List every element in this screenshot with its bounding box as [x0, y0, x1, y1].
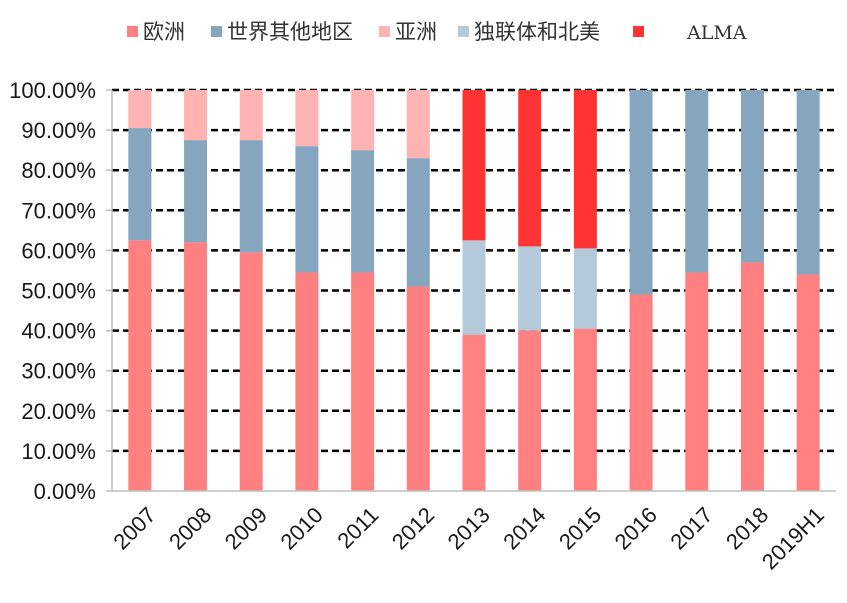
bar-segment	[239, 90, 263, 141]
bar-segment	[406, 286, 430, 491]
y-tick-label: 20.00%	[21, 399, 96, 424]
x-tick-label: 2019H1	[757, 502, 829, 574]
bar-segment	[295, 146, 319, 273]
bar-segment	[629, 294, 653, 491]
x-tick-label: 2016	[610, 502, 662, 554]
bar-segment	[685, 90, 709, 273]
bar-segment	[685, 272, 709, 491]
bar-segment	[406, 158, 430, 287]
bar-segment	[184, 242, 208, 491]
y-tick-label: 30.00%	[21, 359, 96, 384]
bar-segment	[573, 328, 597, 491]
x-tick-label: 2013	[443, 502, 495, 554]
bar-segment	[462, 334, 486, 491]
bar-segment	[351, 272, 375, 491]
legend-label: 世界其他地区	[227, 20, 353, 44]
x-tick-label: 2007	[108, 502, 160, 554]
bar-segment	[406, 90, 430, 159]
legend-swatch	[211, 26, 222, 37]
y-tick-label: 70.00%	[21, 198, 96, 223]
y-tick-label: 50.00%	[21, 279, 96, 304]
legend-swatch	[458, 26, 469, 37]
legend-label: 独联体和北美	[474, 20, 600, 44]
bar-segment	[184, 90, 208, 141]
x-tick-label: 2009	[220, 502, 272, 554]
x-tick-label: 2008	[164, 502, 216, 554]
bar-segment	[518, 90, 542, 247]
legend-swatch	[379, 26, 390, 37]
bar-segment	[518, 246, 542, 331]
legend-swatch	[127, 26, 138, 37]
y-tick-label: 60.00%	[21, 238, 96, 263]
x-tick-label: 2015	[554, 502, 606, 554]
bar-segment	[128, 128, 152, 241]
bars	[128, 90, 820, 491]
y-tick-label: 40.00%	[21, 319, 96, 344]
legend-label: 欧洲	[143, 20, 185, 44]
bar-segment	[796, 274, 820, 491]
bar-segment	[573, 248, 597, 329]
x-tick-label: 2012	[387, 502, 439, 554]
legend-label: 亚洲	[395, 20, 437, 44]
bar-segment	[796, 90, 820, 275]
bar-segment	[128, 240, 152, 491]
bar-segment	[462, 90, 486, 241]
bar-segment	[295, 90, 319, 147]
bar-segment	[184, 140, 208, 243]
bar-segment	[295, 272, 319, 491]
legend-label: ALMA	[686, 22, 747, 44]
bar-segment	[128, 90, 152, 129]
legend: 欧洲 世界其他地区 亚洲 独联体和北美 ALMA	[127, 20, 747, 44]
y-tick-label: 80.00%	[21, 158, 96, 183]
bar-segment	[239, 252, 263, 491]
y-tick-label: 0.00%	[34, 479, 96, 504]
bar-segment	[239, 140, 263, 253]
x-axis: 2007 2008 2009 2010 2011 2012 2013 2014 2015 2016…	[108, 490, 836, 574]
bar-segment	[740, 90, 764, 263]
bar-segment	[629, 90, 653, 295]
y-axis: 0.00% 10.00% 20.00% 30.00% 40.00% 50.00% 60.00…	[9, 78, 113, 504]
bar-segment	[573, 90, 597, 249]
x-tick-label: 2011	[332, 502, 383, 553]
bar-segment	[351, 90, 375, 151]
x-tick-label: 2018	[721, 502, 773, 554]
bar-segment	[518, 330, 542, 491]
y-tick-label: 10.00%	[21, 439, 96, 464]
legend-swatch	[633, 26, 644, 37]
x-tick-label: 2010	[275, 502, 327, 554]
x-tick-label: 2014	[498, 502, 550, 554]
bar-segment	[740, 262, 764, 491]
x-tick-label: 2017	[665, 502, 717, 554]
y-tick-label: 90.00%	[21, 118, 96, 143]
bar-segment	[351, 150, 375, 273]
bar-segment	[462, 240, 486, 335]
y-tick-label: 100.00%	[9, 78, 96, 103]
